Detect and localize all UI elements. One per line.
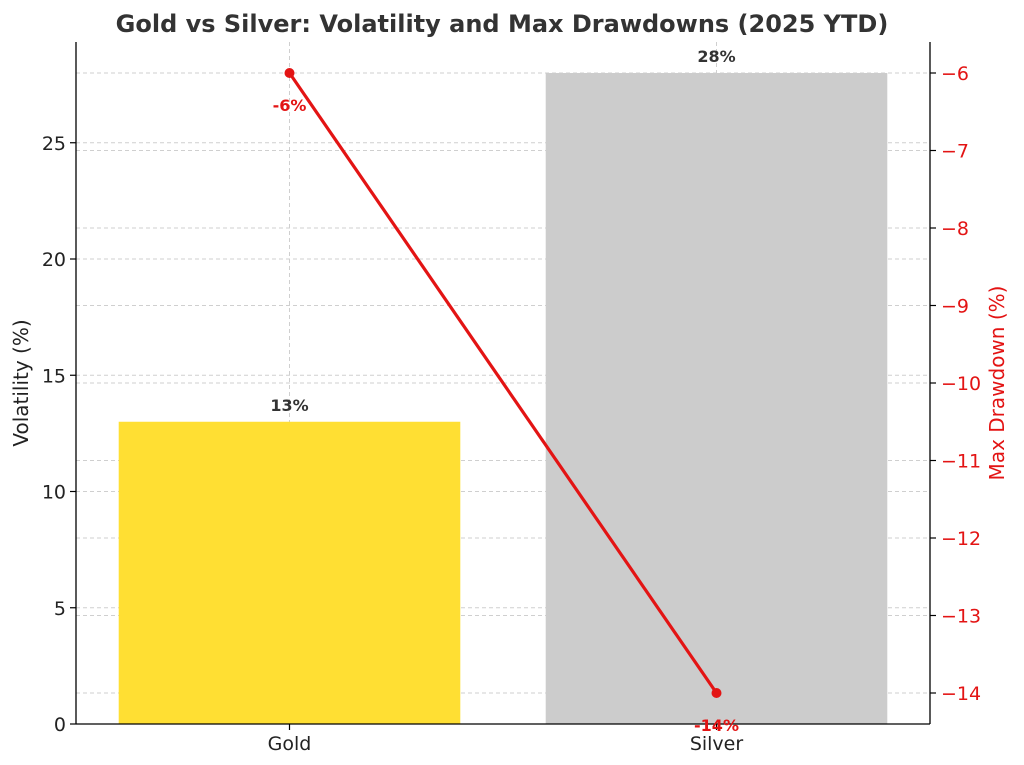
right-tick-label: −11 xyxy=(941,451,981,473)
drawdown-line xyxy=(284,68,722,698)
right-tick-label: −13 xyxy=(941,606,981,628)
drawdown-point-gold xyxy=(284,68,295,78)
bar-label-gold: 13% xyxy=(270,396,308,415)
bar-gold xyxy=(118,421,461,724)
y-axis-label-left: Volatility (%) xyxy=(9,319,33,446)
right-tick-label: −8 xyxy=(941,218,969,240)
drawdown-line-path xyxy=(288,72,718,694)
x-axis: Gold Silver xyxy=(268,724,744,755)
data-labels: 13% 28% -6% -14% xyxy=(270,47,739,735)
left-tick-label: 0 xyxy=(54,714,66,736)
y-axis-label-right: Max Drawdown (%) xyxy=(985,286,1009,481)
bar-silver xyxy=(545,73,888,724)
right-tick-label: −9 xyxy=(941,296,969,318)
chart-title: Gold vs Silver: Volatility and Max Drawd… xyxy=(116,10,889,38)
right-tick-label: −6 xyxy=(941,63,969,85)
right-tick-label: −10 xyxy=(941,373,981,395)
drawdown-label-silver: -14% xyxy=(694,716,739,735)
left-tick-label: 25 xyxy=(42,133,66,155)
right-tick-label: −12 xyxy=(941,528,981,550)
x-tick-label-silver: Silver xyxy=(690,733,744,755)
left-tick-label: 5 xyxy=(54,598,66,620)
right-tick-label: −7 xyxy=(941,141,969,163)
left-tick-label: 15 xyxy=(42,365,66,387)
bars xyxy=(118,73,888,724)
left-tick-label: 20 xyxy=(42,249,66,271)
right-y-axis: −6 −7 −8 −9 −10 −11 −12 −13 −14 xyxy=(930,63,981,705)
left-y-axis: 0 5 10 15 20 25 xyxy=(42,133,76,736)
bar-label-silver: 28% xyxy=(697,47,735,66)
left-tick-label: 10 xyxy=(42,482,66,504)
right-tick-label: −14 xyxy=(941,683,981,705)
x-tick-label-gold: Gold xyxy=(268,733,312,755)
drawdown-point-silver xyxy=(711,688,722,698)
drawdown-label-gold: -6% xyxy=(273,96,307,115)
